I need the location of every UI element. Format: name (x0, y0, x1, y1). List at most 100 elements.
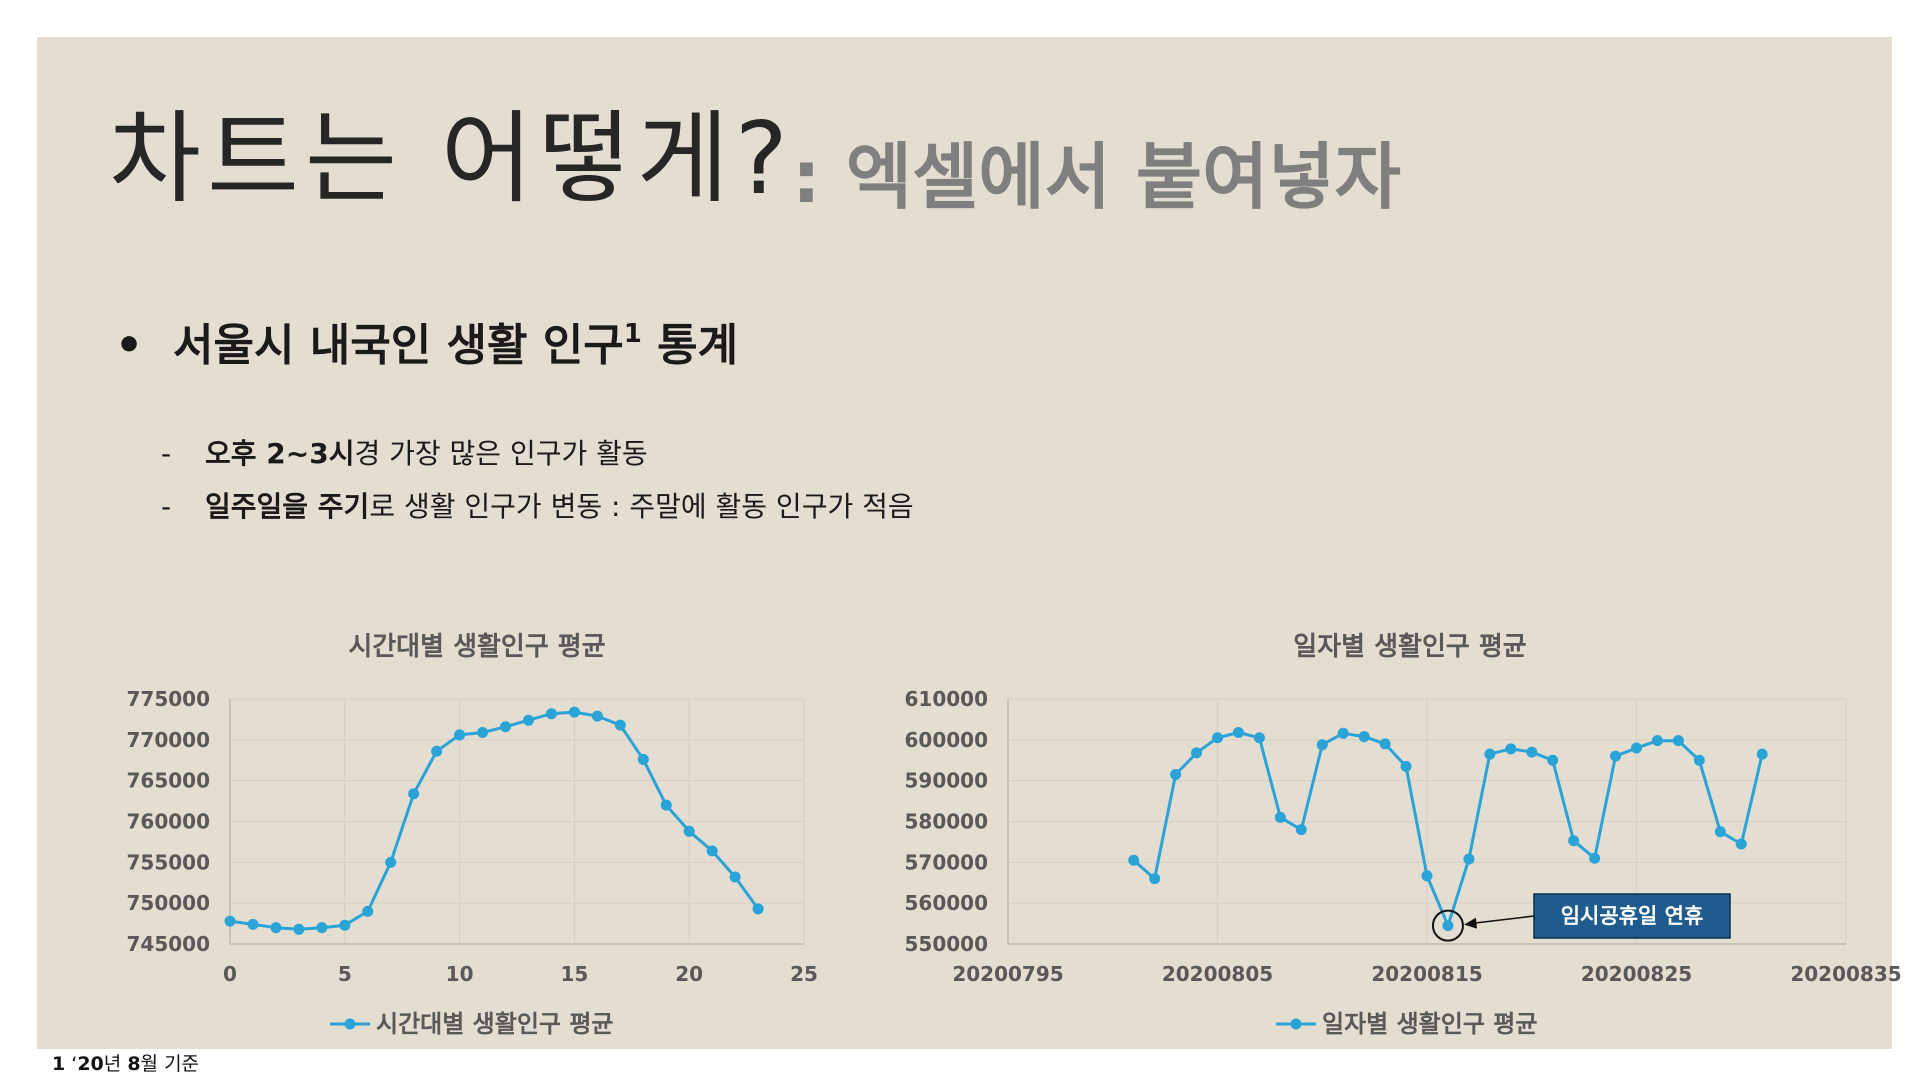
data-point (1526, 746, 1538, 758)
data-point (1149, 873, 1161, 885)
sub-item-bold: 일주일을 주기 (205, 490, 370, 523)
y-tick-label: 550000 (905, 932, 989, 956)
data-point (1589, 852, 1601, 864)
legend-label: 일자별 생활인구 평균 (1322, 1010, 1537, 1038)
data-point (545, 708, 557, 720)
data-point (752, 903, 764, 915)
x-tick-label: 5 (338, 962, 352, 986)
chart-title: 일자별 생활인구 평균 (1293, 632, 1526, 662)
chart-hourly-svg: 시간대별 생활인구 평균 745000 750000 755000 760000 7650… (127, 632, 818, 1038)
data-point (1631, 742, 1642, 754)
x-tick-label: 25 (790, 962, 818, 986)
footnote-marker: 1 (623, 319, 642, 349)
data-point (1568, 835, 1580, 847)
data-point (1756, 748, 1768, 760)
sub-item-weekly-cycle: - 일주일을 주기로 생활 인구가 변동 : 주말에 활동 인구가 적음 (161, 493, 914, 521)
data-point (1442, 920, 1454, 932)
data-point (637, 753, 649, 765)
data-point (1484, 748, 1496, 760)
y-tick-label: 590000 (905, 769, 989, 793)
sub-item-dash: - (161, 437, 172, 470)
y-tick-label: 745000 (127, 932, 211, 956)
x-tick-label: 20200825 (1581, 962, 1692, 986)
data-point (1505, 743, 1517, 755)
data-point (316, 922, 328, 934)
annotation-circle (1431, 909, 1464, 942)
data-point (270, 922, 282, 934)
bullet-text: 서울시 내국인 생활 인구 (173, 320, 624, 371)
y-tick-label: 775000 (127, 687, 211, 711)
data-point (293, 923, 305, 935)
y-tick-label: 600000 (905, 728, 989, 752)
data-point (1170, 769, 1182, 781)
data-point (1128, 854, 1140, 866)
footnote-month: 8 (127, 1053, 141, 1075)
footnote: 1 ‘20년 8월 기준 (52, 1055, 199, 1074)
bullet-item: • 서울시 내국인 생활 인구1 통계 (115, 321, 738, 368)
chart-daily-svg: 일자별 생활인구 평균 550000 560000 570000 580000 59000… (905, 632, 1902, 1038)
data-point (1672, 735, 1684, 747)
slide-subtitle: : 엑셀에서 붙여넣자 (792, 135, 1401, 219)
data-point (454, 729, 466, 741)
data-point (706, 845, 718, 857)
data-point (729, 871, 741, 883)
annotation-arrowhead (1463, 917, 1477, 929)
data-point (1274, 811, 1286, 823)
data-point (431, 745, 443, 757)
legend-marker (1290, 1018, 1302, 1030)
data-point (522, 714, 534, 726)
x-tick-label: 20 (675, 962, 703, 986)
footnote-prefix: ‘ (65, 1053, 78, 1075)
data-point (683, 825, 695, 837)
x-tick-label: 20200805 (1162, 962, 1273, 986)
annotation-leader (1469, 915, 1535, 925)
y-tick-label: 770000 (127, 728, 211, 752)
data-point (1358, 731, 1370, 743)
legend-marker (344, 1018, 356, 1030)
y-tick-label: 610000 (905, 687, 989, 711)
data-point (1316, 739, 1328, 751)
data-point (568, 706, 580, 718)
data-point (1547, 754, 1559, 766)
data-point (591, 710, 603, 722)
data-point (408, 788, 420, 800)
annotation-box (1533, 893, 1731, 939)
slide-title: 차트는 어떻게? (109, 100, 794, 217)
data-point (1337, 727, 1349, 739)
y-tick-label: 580000 (905, 810, 989, 834)
data-point (660, 799, 672, 811)
data-point (1714, 826, 1726, 838)
x-tick-label: 0 (223, 962, 237, 986)
y-tick-label: 765000 (127, 769, 211, 793)
x-tick-label: 15 (560, 962, 588, 986)
data-point (224, 915, 236, 927)
bullet-text-after: 통계 (641, 320, 739, 371)
data-point (1232, 726, 1244, 738)
data-point (339, 919, 351, 931)
data-point (1295, 824, 1307, 836)
y-tick-label: 760000 (127, 810, 211, 834)
footnote-number: 1 (52, 1053, 66, 1075)
data-point (1735, 838, 1747, 850)
data-point (477, 726, 489, 738)
data-point (1421, 870, 1433, 882)
footnote-suffix: 월 기준 (140, 1053, 200, 1075)
data-point (1400, 760, 1412, 772)
sub-item-rest: 경 가장 많은 인구가 활동 (354, 437, 648, 470)
sub-item-rest: 로 생활 인구가 변동 : 주말에 활동 인구가 적음 (369, 490, 914, 523)
x-tick-label: 20200815 (1371, 962, 1482, 986)
x-tick-label: 20200835 (1790, 962, 1901, 986)
data-point (1651, 735, 1663, 747)
x-tick-label: 10 (446, 962, 474, 986)
data-point (614, 719, 626, 731)
chart-title: 시간대별 생활인구 평균 (348, 632, 605, 662)
footnote-mid: 년 (103, 1053, 128, 1075)
data-point (1379, 738, 1391, 750)
data-point (1253, 732, 1265, 744)
legend-label: 시간대별 생활인구 평균 (376, 1010, 614, 1038)
data-point (362, 905, 374, 917)
data-point (1610, 750, 1622, 762)
sub-item-bold: 오후 2~3시 (205, 437, 355, 470)
data-point (500, 721, 512, 733)
data-point (1212, 732, 1223, 744)
